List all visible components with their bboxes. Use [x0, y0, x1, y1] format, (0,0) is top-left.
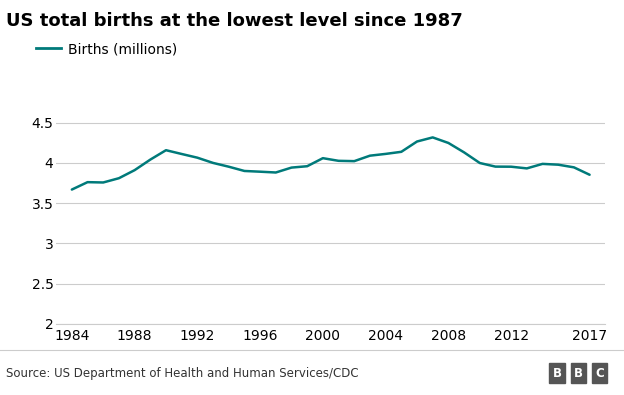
Legend: Births (millions): Births (millions)	[30, 36, 182, 62]
Text: C: C	[595, 367, 604, 380]
Text: US total births at the lowest level since 1987: US total births at the lowest level sinc…	[6, 12, 463, 30]
Text: B: B	[574, 367, 583, 380]
Text: Source: US Department of Health and Human Services/CDC: Source: US Department of Health and Huma…	[6, 367, 359, 380]
Text: B: B	[553, 367, 562, 380]
